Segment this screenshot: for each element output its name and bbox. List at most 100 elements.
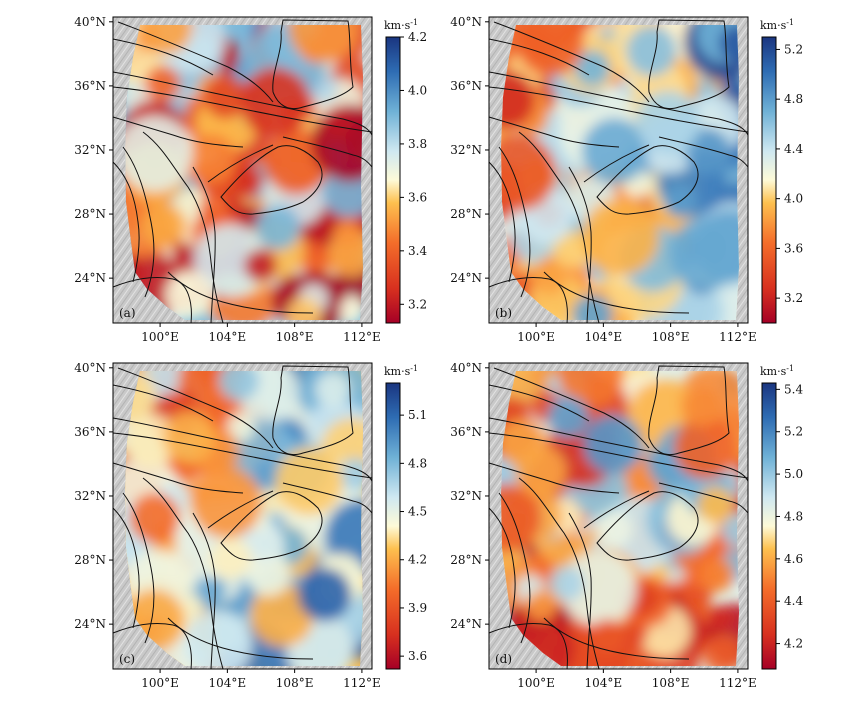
fault-line [488,71,749,136]
fault-line [220,145,323,215]
fault-line [488,622,568,670]
colorbar-bar [385,36,401,324]
colorbar-tick-label: 5.0 [784,467,803,481]
fault-lines [488,365,749,670]
map-frame [488,16,749,324]
lon-tick-label: 104°E [209,330,247,344]
lon-tick-label: 104°E [585,676,623,690]
panel-4: 40°N 36°N 32°N 28°N 24°N 100°E 104°E 108°E 112°E… [450,361,803,690]
map-frame [112,362,373,670]
lon-tick-label: 112°E [719,330,757,344]
panels-root: 40°N 36°N 32°N 28°N 24°N 100°E 104°E 108°E 112°E… [74,15,803,690]
fault-line [112,384,214,422]
fault-line [488,116,620,148]
colorbar-tick-label: 3.2 [784,291,803,305]
colorbar: km·s-14.2 4.0 3.8 3.6 3.4 3.2 [384,18,427,324]
panel-label: (d) [495,652,512,666]
fault-line [648,365,730,456]
fault-line [167,271,314,314]
fault-line [282,136,373,168]
colorbar-tick-label: 5.4 [784,382,803,396]
fault-line [568,166,592,324]
fault-line [596,145,699,215]
fault-line [117,21,274,103]
fault-line [543,617,690,660]
lon-tick-label: 104°E [209,676,247,690]
lat-tick-label: 40°N [74,15,106,29]
colorbar-tick-label: 4.8 [784,92,803,106]
colorbar-tick-label: 4.2 [408,30,427,44]
colorbar-tick-label: 3.6 [408,649,427,663]
fault-line [493,21,650,103]
fault-line [596,491,699,561]
lat-tick-label: 36°N [74,425,106,439]
colorbar-tick-label: 5.1 [408,408,427,422]
fault-line [543,271,690,314]
fault-line [112,276,192,324]
colorbar-tick-label: 5.2 [784,425,803,439]
fault-line [112,71,373,136]
panel-label: (a) [119,306,136,320]
lon-tick-label: 112°E [343,676,381,690]
panel-3: 40°N 36°N 32°N 28°N 24°N 100°E 104°E 108°E 112°E… [74,361,427,690]
colorbar-tick-label: 4.4 [784,594,803,608]
colorbar-bar [385,382,401,670]
colorbar-tick-label: 4.0 [408,83,427,97]
fault-line [122,146,155,298]
lon-tick-label: 112°E [343,330,381,344]
fault-line [583,490,650,529]
lat-tick-label: 40°N [450,361,482,375]
colorbar-tick-label: 5.2 [784,42,803,56]
colorbar-tick-label: 3.6 [408,190,427,204]
fault-line [112,116,244,148]
lat-tick-label: 24°N [74,271,106,285]
map-frame [488,362,749,670]
lat-tick-label: 36°N [450,425,482,439]
lon-tick-label: 100°E [517,330,555,344]
fault-line [488,462,620,494]
fault-line [112,432,373,479]
fault-line [488,507,516,629]
fault-line [142,477,224,670]
panel-label: (c) [119,652,135,666]
fault-line [488,86,749,133]
colorbar-tick-label: 4.2 [784,637,803,651]
lon-tick-label: 108°E [276,676,314,690]
fault-line [493,367,650,449]
fault-line [112,462,244,494]
fault-line [112,622,192,670]
colorbar-tick-label: 3.6 [784,241,803,255]
lat-tick-label: 28°N [450,207,482,221]
lon-tick-label: 100°E [141,330,179,344]
fault-lines [112,19,373,324]
fault-line [192,512,216,670]
colorbar-tick-label: 4.8 [784,509,803,523]
colorbar-unit: km·s-1 [760,18,794,32]
map-frame [112,16,373,324]
fault-line [112,161,140,283]
lat-tick-label: 28°N [450,553,482,567]
colorbar-tick-label: 4.6 [784,552,803,566]
lon-tick-label: 100°E [141,676,179,690]
fault-line [488,276,568,324]
fault-line [282,482,373,514]
fault-line [272,365,354,456]
colorbar-tick-label: 4.2 [408,553,427,567]
fault-line [488,38,590,76]
lat-tick-label: 36°N [450,79,482,93]
lon-tick-label: 108°E [276,330,314,344]
fault-line [220,491,323,561]
fault-line [583,144,650,183]
colorbar: km·s-1 5.1 4.8 4.5 4.2 3.9 3.6 [384,364,427,670]
colorbar: km·s-1 5.4 5.2 5.0 4.8 4.6 4.4 4.2 [760,364,803,670]
fault-line [112,507,140,629]
fault-line [207,144,274,183]
lat-tick-label: 32°N [74,143,106,157]
fault-line [142,131,224,324]
colorbar-tick-label: 4.0 [784,192,803,206]
velocity-field [501,371,739,666]
lat-tick-label: 32°N [74,489,106,503]
lat-tick-label: 32°N [450,489,482,503]
fault-line [488,384,590,422]
fault-line [568,512,592,670]
